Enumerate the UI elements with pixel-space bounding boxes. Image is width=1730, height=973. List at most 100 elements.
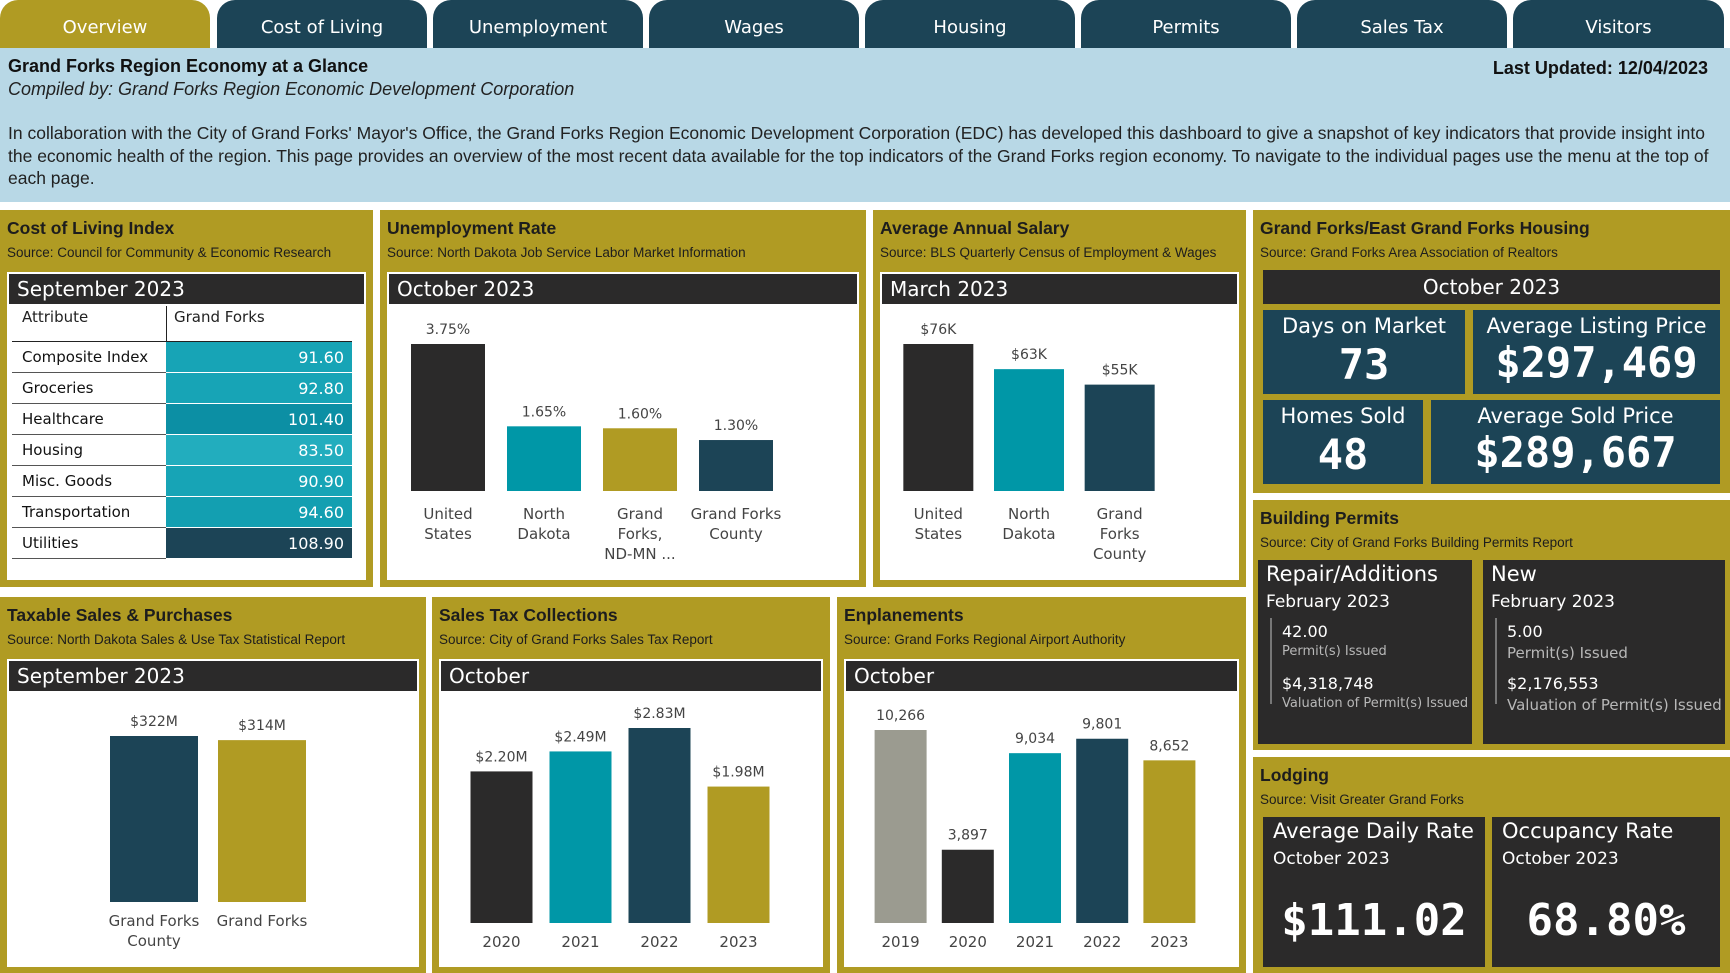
- row-separator: [12, 465, 166, 466]
- row-value: 108.90: [166, 528, 352, 558]
- repair-additions-date: February 2023: [1266, 592, 1390, 612]
- data-label: 9,801: [1082, 717, 1122, 733]
- tab-permits[interactable]: Permits: [1081, 0, 1291, 48]
- data-label: $2.20M: [475, 749, 527, 765]
- average-sold-price-value: $289,667: [1474, 428, 1677, 477]
- row-value: 94.60: [166, 497, 352, 527]
- average-daily-rate-value: $111.02: [1281, 895, 1467, 946]
- panel-source: Source: Grand Forks Regional Airport Aut…: [844, 632, 1126, 647]
- average-sold-price-card: Average Sold Price $289,667: [1431, 400, 1720, 484]
- data-label: 1.60%: [618, 406, 662, 422]
- bar: [903, 344, 974, 491]
- category-label: North: [523, 505, 565, 523]
- days-on-market-value: 73: [1338, 340, 1390, 389]
- row-separator: [12, 372, 166, 373]
- tab-sales-tax[interactable]: Sales Tax: [1297, 0, 1507, 48]
- data-label: 10,266: [876, 708, 925, 724]
- tab-cost-of-living[interactable]: Cost of Living: [217, 0, 427, 48]
- bar: [941, 849, 994, 923]
- category-label: 2021: [561, 933, 599, 951]
- table-row: Housing 83.50: [12, 435, 352, 466]
- category-label: 2019: [882, 933, 920, 951]
- unemployment-chart: 3.75% United States 1.65% North Dakota 1.60% Gr…: [411, 322, 782, 563]
- bar: [110, 736, 198, 902]
- bar: [411, 344, 485, 491]
- row-attribute: Utilities: [22, 534, 79, 552]
- panel-source: Source: City of Grand Forks Sales Tax Re…: [439, 632, 713, 647]
- average-listing-price-label: Average Listing Price: [1486, 314, 1707, 338]
- row-attribute: Transportation: [22, 503, 131, 521]
- category-label: 2021: [1016, 933, 1054, 951]
- average-sold-price-label: Average Sold Price: [1477, 404, 1674, 428]
- homes-sold-card: Homes Sold 48: [1263, 400, 1423, 484]
- data-label: $55K: [1102, 363, 1139, 379]
- repair-permits-count: 42.00: [1282, 622, 1328, 641]
- row-value: 90.90: [166, 466, 352, 496]
- category-label: 2020: [949, 933, 987, 951]
- panel-source: Source: North Dakota Job Service Labor M…: [387, 245, 746, 260]
- panel-source: Source: Council for Community & Economic…: [7, 245, 332, 260]
- salary-chart: $76K United States $63K North Dakota $55K Grand…: [903, 322, 1155, 563]
- average-listing-price-card: Average Listing Price $297,469: [1473, 310, 1720, 394]
- panel-source: Source: Grand Forks Area Association of …: [1260, 245, 1558, 260]
- occupancy-rate-card: Occupancy Rate October 2023 68.80%: [1492, 817, 1720, 967]
- data-label: 9,034: [1015, 731, 1055, 747]
- category-label: 2023: [1150, 933, 1188, 951]
- average-daily-rate-label: Average Daily Rate: [1273, 819, 1474, 843]
- period-bar: October: [846, 661, 1237, 691]
- tab-overview[interactable]: Overview: [0, 0, 210, 48]
- panel-source: Source: North Dakota Sales & Use Tax Sta…: [7, 632, 346, 647]
- header-underline: [12, 341, 352, 342]
- data-label: $76K: [920, 322, 957, 338]
- occupancy-rate-date: October 2023: [1502, 849, 1619, 869]
- column-header-grand-forks: Grand Forks: [174, 308, 265, 326]
- category-label: 2020: [482, 933, 520, 951]
- new-valuation-label: Valuation of Permit(s) Issued: [1507, 696, 1722, 714]
- table-row: Healthcare 101.40: [12, 404, 352, 435]
- housing-panel: Grand Forks/East Grand Forks Housing Sou…: [1253, 210, 1730, 493]
- table-row: Transportation 94.60: [12, 497, 352, 528]
- tab-housing[interactable]: Housing: [865, 0, 1075, 48]
- period-bar: September 2023: [9, 661, 417, 691]
- period-bar: October 2023: [1263, 270, 1720, 304]
- row-value: 91.60: [166, 342, 352, 372]
- panel-title: Average Annual Salary: [880, 218, 1070, 238]
- panel-body: [7, 659, 419, 967]
- homes-sold-value: 48: [1317, 430, 1369, 479]
- panel-title: Taxable Sales & Purchases: [7, 605, 233, 625]
- cost-of-living-table: Attribute Grand Forks Composite Index 91.…: [12, 306, 356, 560]
- average-daily-rate-date: October 2023: [1273, 849, 1390, 869]
- category-label: North: [1008, 505, 1050, 523]
- bar: [549, 751, 612, 923]
- card-divider: [1495, 618, 1497, 704]
- dashboard-description: In collaboration with the City of Grand …: [8, 123, 1709, 188]
- category-label: States: [915, 525, 963, 543]
- homes-sold-label: Homes Sold: [1280, 404, 1406, 428]
- panel-title: Building Permits: [1260, 508, 1400, 528]
- data-label: 3.75%: [426, 322, 470, 338]
- table-row: Composite Index 91.60: [12, 342, 352, 373]
- category-label: Dakota: [1002, 525, 1055, 543]
- tab-visitors[interactable]: Visitors: [1513, 0, 1724, 48]
- average-daily-rate-card: Average Daily Rate October 2023 $111.02: [1263, 817, 1485, 967]
- panel-title: Lodging: [1260, 765, 1330, 785]
- card-divider: [1270, 618, 1272, 704]
- table-row: Misc. Goods 90.90: [12, 466, 352, 497]
- enplanements-chart: 10,266 2019 3,897 2020 9,034 2021 9,801 2022 8,6…: [874, 708, 1196, 951]
- category-label: Dakota: [517, 525, 570, 543]
- bar: [994, 369, 1064, 491]
- category-label: Grand: [617, 505, 663, 523]
- tab-wages[interactable]: Wages: [649, 0, 859, 48]
- panel-title: Grand Forks/East Grand Forks Housing: [1260, 218, 1590, 238]
- days-on-market-label: Days on Market: [1281, 314, 1447, 338]
- bar: [507, 426, 581, 491]
- row-separator: [12, 496, 166, 497]
- column-header-attribute: Attribute: [22, 308, 89, 326]
- new-valuation: $2,176,553: [1507, 674, 1599, 693]
- panel-title: Cost of Living Index: [7, 218, 175, 238]
- bar: [874, 730, 927, 923]
- row-value: 101.40: [166, 404, 352, 434]
- tab-unemployment[interactable]: Unemployment: [433, 0, 643, 48]
- bar: [707, 786, 770, 923]
- new-permits-count: 5.00: [1507, 622, 1543, 641]
